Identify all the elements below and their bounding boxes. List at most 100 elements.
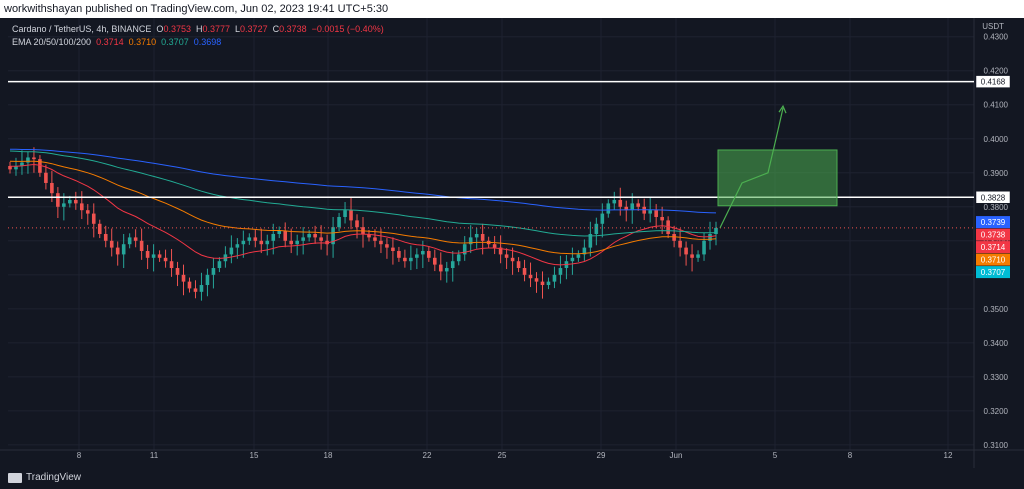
candle <box>32 147 36 173</box>
candle-body <box>145 251 150 258</box>
candle <box>379 228 383 254</box>
symbol-legend[interactable]: Cardano / TetherUS, 4h, BINANCE O0.3753 … <box>12 24 384 34</box>
candle <box>636 199 641 211</box>
candle-body <box>337 216 341 228</box>
candle <box>283 222 288 248</box>
candle <box>8 161 12 174</box>
candle <box>355 214 359 239</box>
y-tick-label: 0.4100 <box>984 101 1009 110</box>
publish-header: workwithshayan published on TradingView.… <box>0 0 1024 18</box>
x-tick-label: 18 <box>324 451 333 460</box>
candle <box>576 250 581 262</box>
candle-body <box>373 237 377 241</box>
candle-body <box>319 237 323 241</box>
level-price-label: 0.3828 <box>981 193 1006 202</box>
y-axis-unit: USDT <box>982 22 1004 31</box>
candle <box>516 257 521 273</box>
candle <box>241 230 246 258</box>
ema-50-line <box>9 160 717 255</box>
candle-body <box>660 216 664 221</box>
candle <box>660 206 664 234</box>
candle <box>223 246 228 268</box>
candle-body <box>570 257 575 262</box>
candle-body <box>181 274 186 282</box>
ema-20-line <box>10 163 717 266</box>
candle <box>289 228 294 254</box>
candle-body <box>492 244 497 248</box>
price-tag <box>976 266 1010 279</box>
candle-body <box>391 247 395 252</box>
candle <box>630 193 635 224</box>
candle <box>217 257 222 273</box>
open-value: 0.3753 <box>163 24 191 34</box>
candle-body <box>85 210 90 214</box>
candle-body <box>32 157 36 160</box>
candle-body <box>415 254 419 258</box>
candle-body <box>193 288 198 292</box>
projection-path <box>719 107 784 229</box>
candle-body <box>103 234 108 241</box>
candle-body <box>121 244 126 255</box>
candle <box>522 259 527 282</box>
candle-body <box>367 234 371 238</box>
candle-body <box>498 247 503 255</box>
change-value: −0.0015 (−0.40%) <box>311 24 384 34</box>
candle-body <box>157 254 162 258</box>
x-tick-label: 15 <box>250 451 259 460</box>
candle <box>157 250 162 262</box>
candle <box>44 164 48 190</box>
candle-body <box>666 220 670 234</box>
chart-area[interactable]: 0.4300 0.4200 0.4100 0.4000 0.3900 0.3800 0.37… <box>0 18 1024 468</box>
candle-body <box>259 240 264 245</box>
candle-body <box>241 240 246 245</box>
y-tick-label: 0.3300 <box>984 373 1009 382</box>
x-tick-label: 12 <box>944 451 953 460</box>
candle <box>367 229 371 242</box>
candle <box>259 228 264 254</box>
candle-body <box>175 268 180 275</box>
price-chart[interactable]: 0.4300 0.4200 0.4100 0.4000 0.3900 0.3800 0.37… <box>0 18 1024 468</box>
x-tick-label: 8 <box>77 451 82 460</box>
candle-body <box>600 213 605 224</box>
candle <box>115 241 120 266</box>
candle <box>319 225 323 250</box>
tradingview-brand: TradingView <box>26 472 82 483</box>
candle <box>38 155 42 177</box>
candle <box>546 277 551 290</box>
y-tick-label: 0.4200 <box>984 67 1009 76</box>
candle-body <box>307 234 311 238</box>
candle-body <box>403 257 407 262</box>
candle-body <box>474 234 479 238</box>
tradingview-logo[interactable]: TradingView <box>8 472 81 483</box>
candle <box>666 216 670 239</box>
candle-body <box>91 213 96 224</box>
x-tick-label: 5 <box>773 451 778 460</box>
candle-body <box>74 199 78 204</box>
candle <box>552 266 557 289</box>
candle <box>193 280 198 299</box>
candle <box>26 151 30 174</box>
y-tick-label: 0.3400 <box>984 339 1009 348</box>
candle-body <box>68 199 72 204</box>
x-tick-label: 25 <box>498 451 507 460</box>
candle <box>540 271 545 299</box>
candle <box>480 223 485 255</box>
price-tag-label: 0.3707 <box>981 268 1006 277</box>
candle <box>444 261 449 283</box>
candle-body <box>277 230 282 234</box>
candle-body <box>618 199 623 207</box>
candle-body <box>714 227 718 234</box>
y-tick-label: 0.3200 <box>984 407 1009 416</box>
candle-body <box>558 268 563 275</box>
candle-body <box>456 254 461 262</box>
candle <box>510 247 515 275</box>
tradingview-logo-icon <box>8 472 22 483</box>
ema-legend[interactable]: EMA 20/50/100/200 0.3714 0.3710 0.3707 0… <box>12 37 221 47</box>
candle <box>373 229 377 248</box>
candle <box>91 203 96 238</box>
candle-body <box>576 254 581 258</box>
candle <box>474 227 479 249</box>
candle-body <box>331 227 335 245</box>
ema50-value: 0.3710 <box>128 37 157 47</box>
price-tag-label: 0.3710 <box>981 256 1006 265</box>
